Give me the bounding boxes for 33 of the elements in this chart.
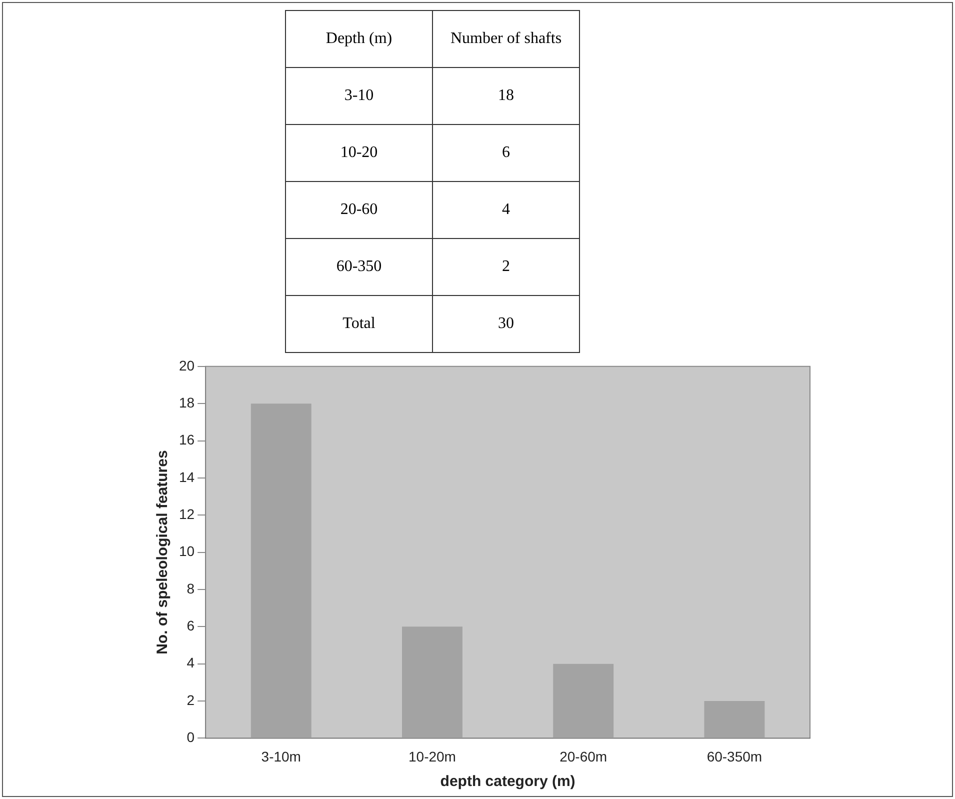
y-tick-label: 2 xyxy=(186,692,195,708)
text: Depth (m) xyxy=(286,10,432,68)
x-tick-label: 20-60m xyxy=(560,748,608,764)
category-label: 10-20 xyxy=(286,124,432,182)
y-tick-label: 12 xyxy=(178,506,195,522)
category-label: 20-60 xyxy=(286,182,432,238)
data-label: 30 xyxy=(432,296,580,352)
bar xyxy=(250,404,312,738)
category-label: 3-10 xyxy=(286,68,432,124)
bar xyxy=(402,626,462,738)
data-label: 18 xyxy=(432,68,580,124)
y-tick-label: 20 xyxy=(178,357,195,374)
x-tick-label: 60-350m xyxy=(706,748,762,764)
y-axis-title: No. of speleological features xyxy=(154,450,172,654)
category-label: Total xyxy=(286,296,432,352)
x-tick-label: 3-10m xyxy=(261,748,301,764)
data-label: 4 xyxy=(432,182,580,238)
data-label: 6 xyxy=(432,124,580,182)
y-tick-label: 18 xyxy=(178,394,195,410)
x-tick-label: 10-20m xyxy=(408,748,456,764)
y-tick-label: 6 xyxy=(186,618,195,634)
y-tick-label: 14 xyxy=(178,468,195,485)
category-label: 60-350 xyxy=(286,238,432,296)
x-axis-title: depth category (m) xyxy=(440,773,576,790)
y-tick-label: 16 xyxy=(178,432,195,448)
data-label: 2 xyxy=(432,238,580,296)
y-tick-label: 4 xyxy=(186,654,195,671)
y-tick-label: 0 xyxy=(186,729,195,746)
y-tick-label: 10 xyxy=(178,543,195,560)
bar xyxy=(553,664,614,738)
text: Number of shafts xyxy=(432,10,580,68)
bar xyxy=(704,701,765,738)
y-tick-label: 8 xyxy=(186,580,195,596)
